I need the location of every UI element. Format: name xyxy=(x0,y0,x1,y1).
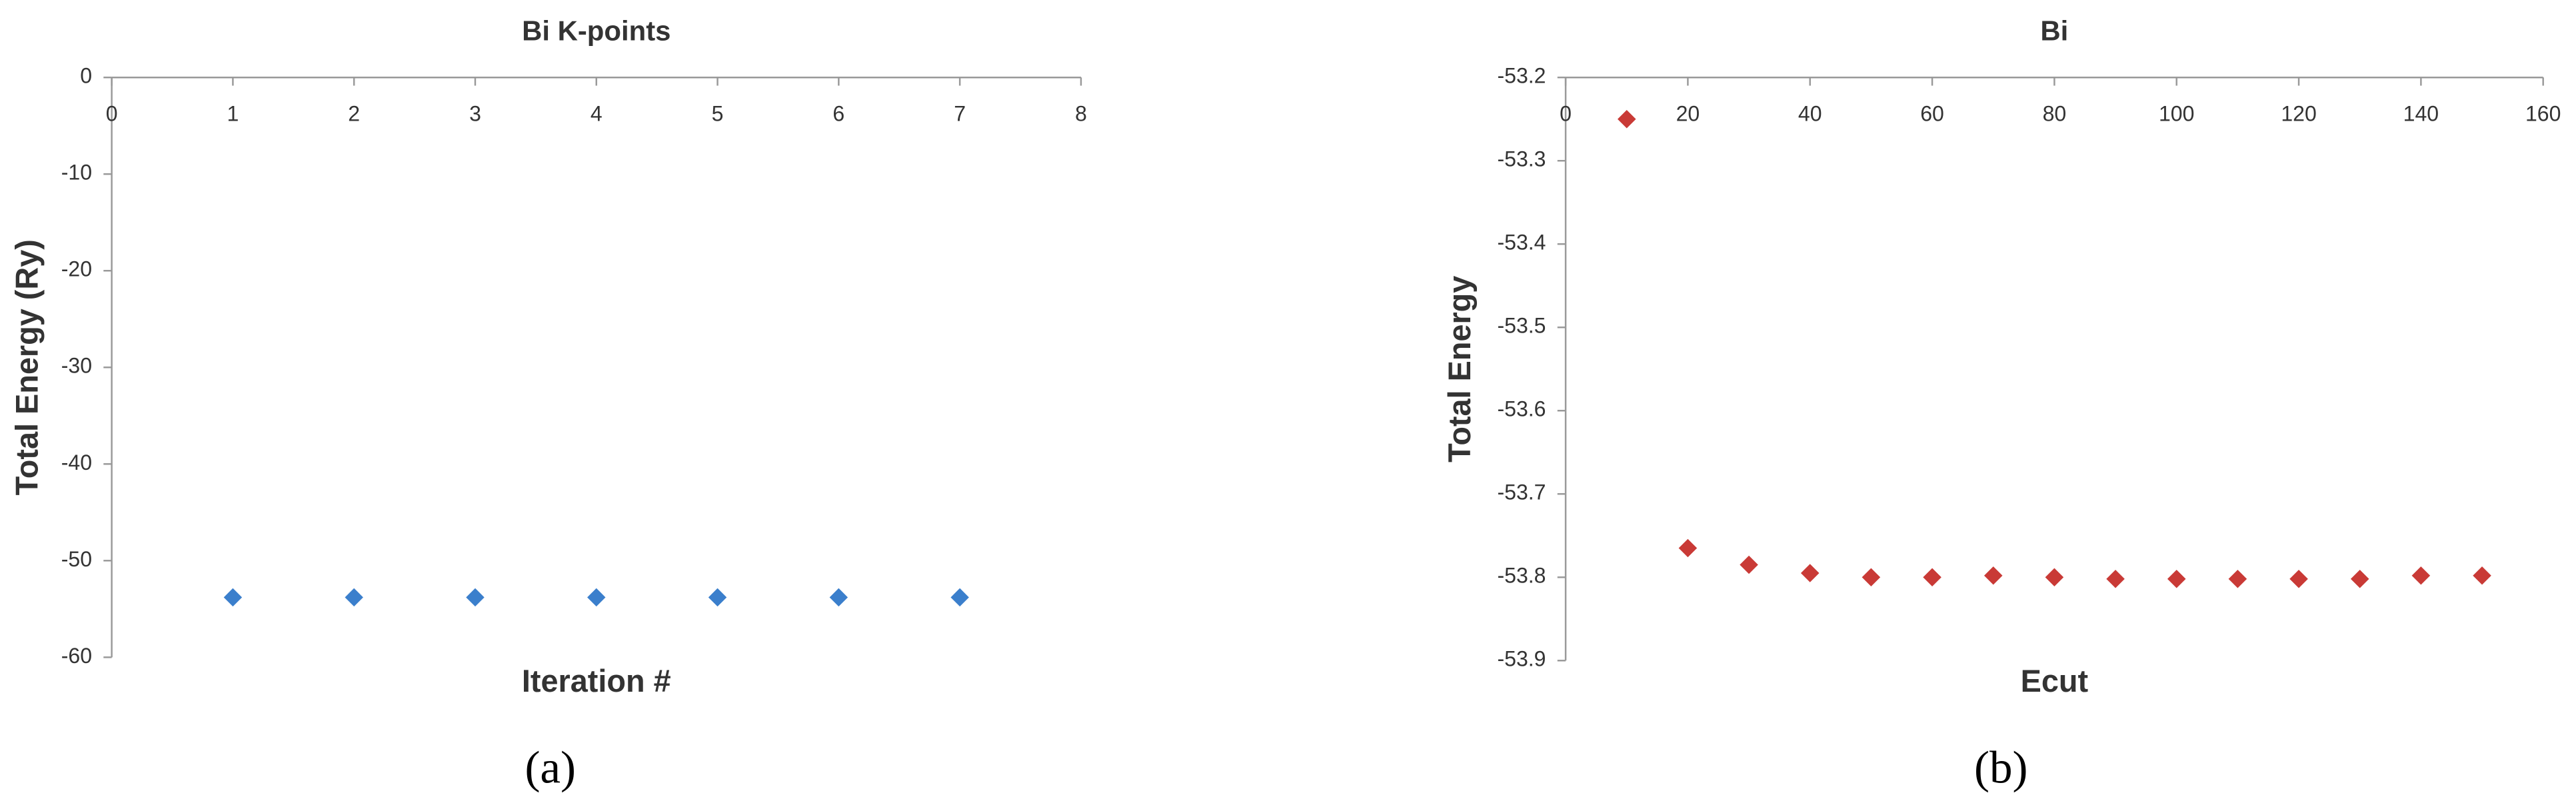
x-tick-label: 1 xyxy=(227,101,239,125)
marker xyxy=(465,586,486,608)
marker xyxy=(2288,568,2309,590)
x-tick-label: 3 xyxy=(469,101,481,125)
x-axis-label: Ecut xyxy=(2021,664,2089,698)
x-tick-label: 100 xyxy=(2159,101,2194,125)
marker xyxy=(1799,562,1821,584)
x-tick-label: 5 xyxy=(712,101,724,125)
y-tick-label: -53.5 xyxy=(1497,314,1546,338)
marker xyxy=(2349,568,2371,590)
marker xyxy=(1677,537,1699,559)
x-tick-label: 6 xyxy=(832,101,844,125)
y-tick-label: -60 xyxy=(61,644,92,668)
y-tick-label: -20 xyxy=(61,257,92,281)
marker xyxy=(2165,568,2187,590)
y-tick-label: -53.6 xyxy=(1497,397,1546,421)
marker xyxy=(1860,566,1882,588)
marker xyxy=(1738,554,1760,576)
y-tick-label: -10 xyxy=(61,161,92,185)
x-tick-label: 20 xyxy=(1676,101,1700,125)
x-tick-label: 8 xyxy=(1075,101,1087,125)
y-tick-label: -50 xyxy=(61,547,92,571)
marker xyxy=(1922,566,1943,588)
y-tick-label: -40 xyxy=(61,450,92,474)
x-tick-label: 2 xyxy=(348,101,360,125)
x-axis-label: Iteration # xyxy=(522,664,671,698)
marker xyxy=(706,586,728,608)
x-tick-label: 140 xyxy=(2403,101,2439,125)
marker xyxy=(585,586,607,608)
x-tick-label: 4 xyxy=(591,101,603,125)
y-tick-label: -53.9 xyxy=(1497,647,1546,671)
x-tick-label: 0 xyxy=(106,101,118,125)
y-tick-label: -53.4 xyxy=(1497,231,1546,255)
marker xyxy=(828,586,850,608)
x-tick-label: 0 xyxy=(1560,101,1572,125)
y-tick-label: -53.8 xyxy=(1497,564,1546,588)
y-tick-label: -30 xyxy=(61,354,92,378)
chart-title: Bi xyxy=(2040,15,2068,47)
y-axis-label: Total Energy xyxy=(1442,276,1477,462)
marker xyxy=(1982,564,2004,586)
y-tick-label: -53.3 xyxy=(1497,147,1546,171)
marker xyxy=(222,586,244,608)
marker xyxy=(2105,568,2126,590)
x-tick-label: 80 xyxy=(2043,101,2067,125)
marker xyxy=(2471,564,2493,586)
marker xyxy=(1616,108,1638,130)
marker xyxy=(2043,566,2065,588)
caption: (a) xyxy=(525,742,576,793)
marker xyxy=(2227,568,2249,590)
marker xyxy=(2410,564,2432,586)
x-tick-label: 40 xyxy=(1798,101,1822,125)
y-tick-label: -53.2 xyxy=(1497,64,1546,88)
y-tick-label: 0 xyxy=(80,64,92,88)
x-tick-label: 7 xyxy=(954,101,966,125)
x-tick-label: 60 xyxy=(1920,101,1944,125)
caption: (b) xyxy=(1974,742,2027,793)
y-tick-label: -53.7 xyxy=(1497,480,1546,504)
marker xyxy=(343,586,365,608)
y-axis-label: Total Energy (Ry) xyxy=(10,239,45,495)
chart-title: Bi K-points xyxy=(522,15,670,47)
marker xyxy=(949,586,970,608)
x-tick-label: 120 xyxy=(2281,101,2316,125)
x-tick-label: 160 xyxy=(2525,101,2561,125)
